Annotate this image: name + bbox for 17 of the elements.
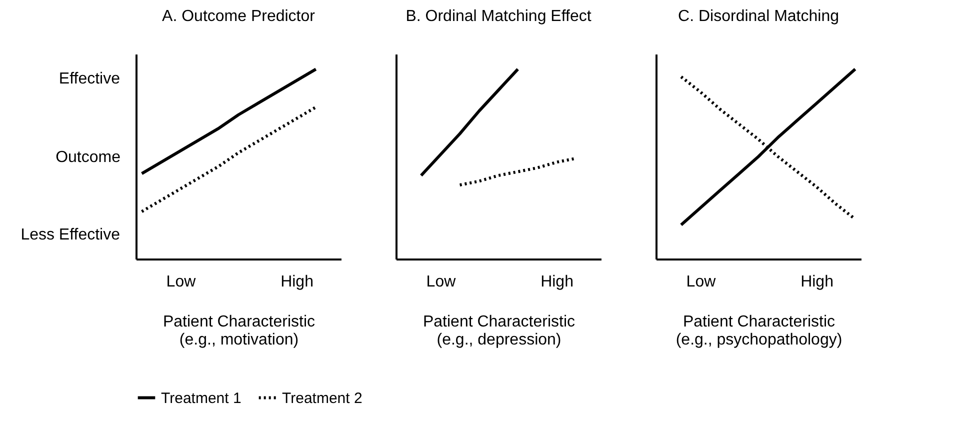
x-tick-label: High bbox=[800, 274, 834, 290]
x-axis-title: Patient Characteristic (e.g., depression) bbox=[422, 314, 576, 348]
x-axis-title: Patient Characteristic (e.g., psychopathology) bbox=[676, 314, 842, 348]
legend-label: Treatment 1 bbox=[161, 390, 242, 407]
x-tick-label: Low bbox=[686, 274, 716, 290]
chart-title: C. Disordinal Matching bbox=[678, 8, 839, 25]
text: Effective bbox=[58, 70, 120, 88]
text: Less Effective bbox=[20, 226, 120, 244]
x-tick-label: High bbox=[540, 274, 574, 290]
x-tick-label: High bbox=[280, 274, 314, 290]
chart-title: A. Outcome Predictor bbox=[162, 8, 316, 25]
x-tick-label: Low bbox=[166, 274, 196, 290]
y-axis-title: Outcome bbox=[56, 149, 121, 166]
legend-label: Treatment 2 bbox=[282, 390, 362, 407]
chart-title: B. Ordinal Matching Effect bbox=[406, 8, 592, 25]
x-axis-title: Patient Characteristic (e.g., motivation) bbox=[162, 314, 316, 348]
x-tick-label: Low bbox=[426, 274, 456, 290]
